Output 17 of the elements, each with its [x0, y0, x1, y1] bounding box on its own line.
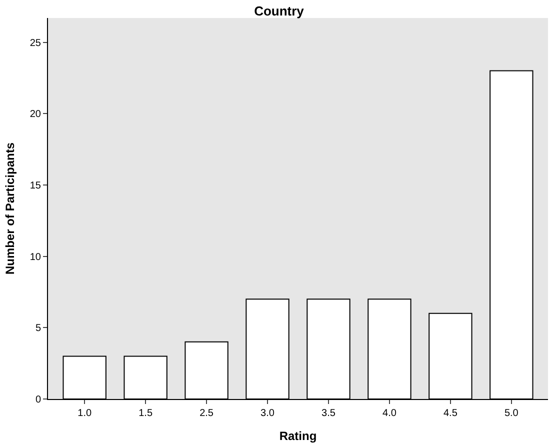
- y-tick-label: 25: [30, 38, 42, 49]
- x-tick-label: 1.0: [78, 408, 92, 419]
- chart-title: Country: [254, 4, 305, 19]
- y-axis-title: Number of Participants: [3, 142, 17, 275]
- y-tick-label: 0: [35, 394, 42, 406]
- x-tick-label: 1.5: [138, 408, 153, 419]
- x-tick-label: 4.5: [443, 408, 458, 419]
- x-tick-label: 4.0: [382, 408, 397, 419]
- y-tick-label: 5: [35, 323, 42, 334]
- x-tick-label: 3.5: [322, 408, 336, 419]
- y-tick-label: 20: [30, 109, 42, 120]
- y-tick-label: 10: [30, 252, 42, 263]
- x-tick-label: 2.5: [200, 408, 214, 419]
- x-tick-label: 3.0: [260, 408, 275, 419]
- y-tick-label: 15: [30, 180, 42, 192]
- x-tick-label: 5.0: [504, 408, 519, 419]
- x-axis-title: Rating: [279, 429, 317, 443]
